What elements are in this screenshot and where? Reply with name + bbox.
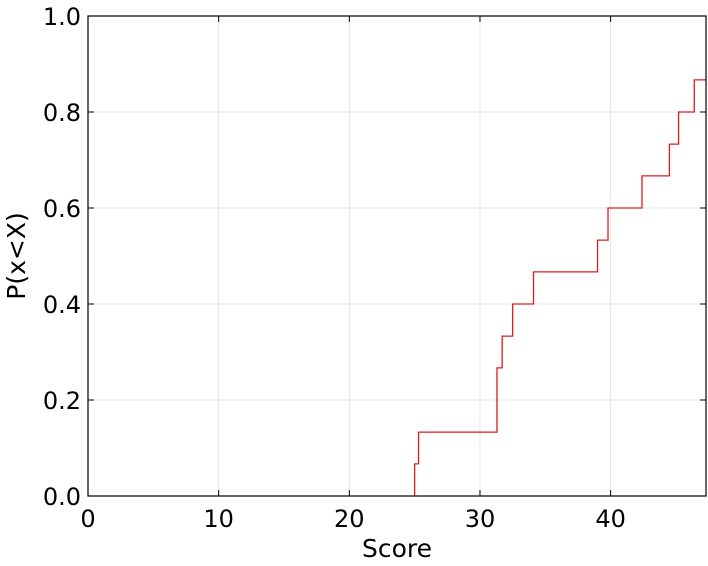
x-tick-label: 20 [334, 505, 365, 533]
grid [87, 15, 706, 497]
x-tick-label: 40 [595, 505, 626, 533]
y-tick-label: 0.8 [43, 99, 81, 127]
plot-frame [87, 15, 707, 497]
x-tick-label: 0 [80, 505, 95, 533]
x-axis-label: Score [362, 534, 432, 563]
y-tick-label: 0.0 [43, 483, 81, 511]
ticks [87, 15, 706, 497]
y-tick-label: 0.6 [43, 195, 81, 223]
x-tick-label: 10 [203, 505, 234, 533]
cdf-step-line [413, 79, 706, 496]
y-tick-label: 0.4 [43, 291, 81, 319]
y-axis-label: P(x<X) [2, 212, 31, 299]
x-tick-label: 30 [465, 505, 496, 533]
y-tick-label: 1.0 [43, 3, 81, 31]
tick-labels: 0 10 20 30 40 0.0 0.2 0.4 0.6 0.8 1.0 [43, 3, 626, 533]
y-tick-label: 0.2 [43, 387, 81, 415]
series-layer [413, 79, 706, 496]
